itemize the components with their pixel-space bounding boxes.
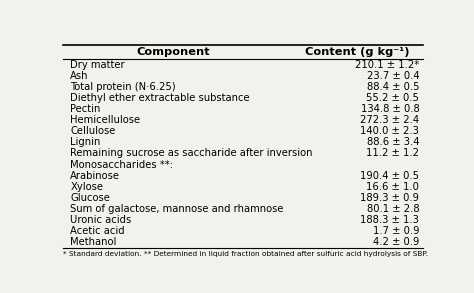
Text: 88.6 ± 3.4: 88.6 ± 3.4 [367, 137, 419, 147]
Text: 140.0 ± 2.3: 140.0 ± 2.3 [360, 126, 419, 136]
Text: Acetic acid: Acetic acid [70, 226, 125, 236]
Text: 11.2 ± 1.2: 11.2 ± 1.2 [366, 149, 419, 159]
Text: 189.3 ± 0.9: 189.3 ± 0.9 [360, 193, 419, 203]
Text: Arabinose: Arabinose [70, 171, 120, 181]
Text: * Standard deviation. ** Determined in liquid fraction obtained after sulfuric a: * Standard deviation. ** Determined in l… [63, 251, 428, 258]
Text: Diethyl ether extractable substance: Diethyl ether extractable substance [70, 93, 250, 103]
Text: 55.2 ± 0.5: 55.2 ± 0.5 [366, 93, 419, 103]
Text: Methanol: Methanol [70, 237, 117, 247]
Text: Pectin: Pectin [70, 104, 100, 114]
Text: Uronic acids: Uronic acids [70, 215, 131, 225]
Text: 16.6 ± 1.0: 16.6 ± 1.0 [366, 182, 419, 192]
Text: 80.1 ± 2.8: 80.1 ± 2.8 [366, 204, 419, 214]
Text: 210.1 ± 1.2*: 210.1 ± 1.2* [355, 60, 419, 70]
Text: Cellulose: Cellulose [70, 126, 116, 136]
Text: Total protein (N·6.25): Total protein (N·6.25) [70, 82, 176, 92]
Text: Dry matter: Dry matter [70, 60, 125, 70]
Text: 1.7 ± 0.9: 1.7 ± 0.9 [373, 226, 419, 236]
Text: Sum of galactose, mannose and rhamnose: Sum of galactose, mannose and rhamnose [70, 204, 284, 214]
Text: 134.8 ± 0.8: 134.8 ± 0.8 [361, 104, 419, 114]
Text: Content (g kg⁻¹): Content (g kg⁻¹) [305, 47, 409, 57]
Text: 88.4 ± 0.5: 88.4 ± 0.5 [367, 82, 419, 92]
Text: Ash: Ash [70, 71, 89, 81]
Text: 190.4 ± 0.5: 190.4 ± 0.5 [360, 171, 419, 181]
Text: 272.3 ± 2.4: 272.3 ± 2.4 [360, 115, 419, 125]
Text: 4.2 ± 0.9: 4.2 ± 0.9 [373, 237, 419, 247]
Text: Xylose: Xylose [70, 182, 103, 192]
Text: Remaining sucrose as saccharide after inversion: Remaining sucrose as saccharide after in… [70, 149, 313, 159]
Text: Component: Component [137, 47, 210, 57]
Text: Monosaccharides **:: Monosaccharides **: [70, 160, 173, 170]
Text: 23.7 ± 0.4: 23.7 ± 0.4 [366, 71, 419, 81]
Text: Glucose: Glucose [70, 193, 110, 203]
Text: Hemicellulose: Hemicellulose [70, 115, 140, 125]
Text: Lignin: Lignin [70, 137, 100, 147]
Text: 188.3 ± 1.3: 188.3 ± 1.3 [360, 215, 419, 225]
